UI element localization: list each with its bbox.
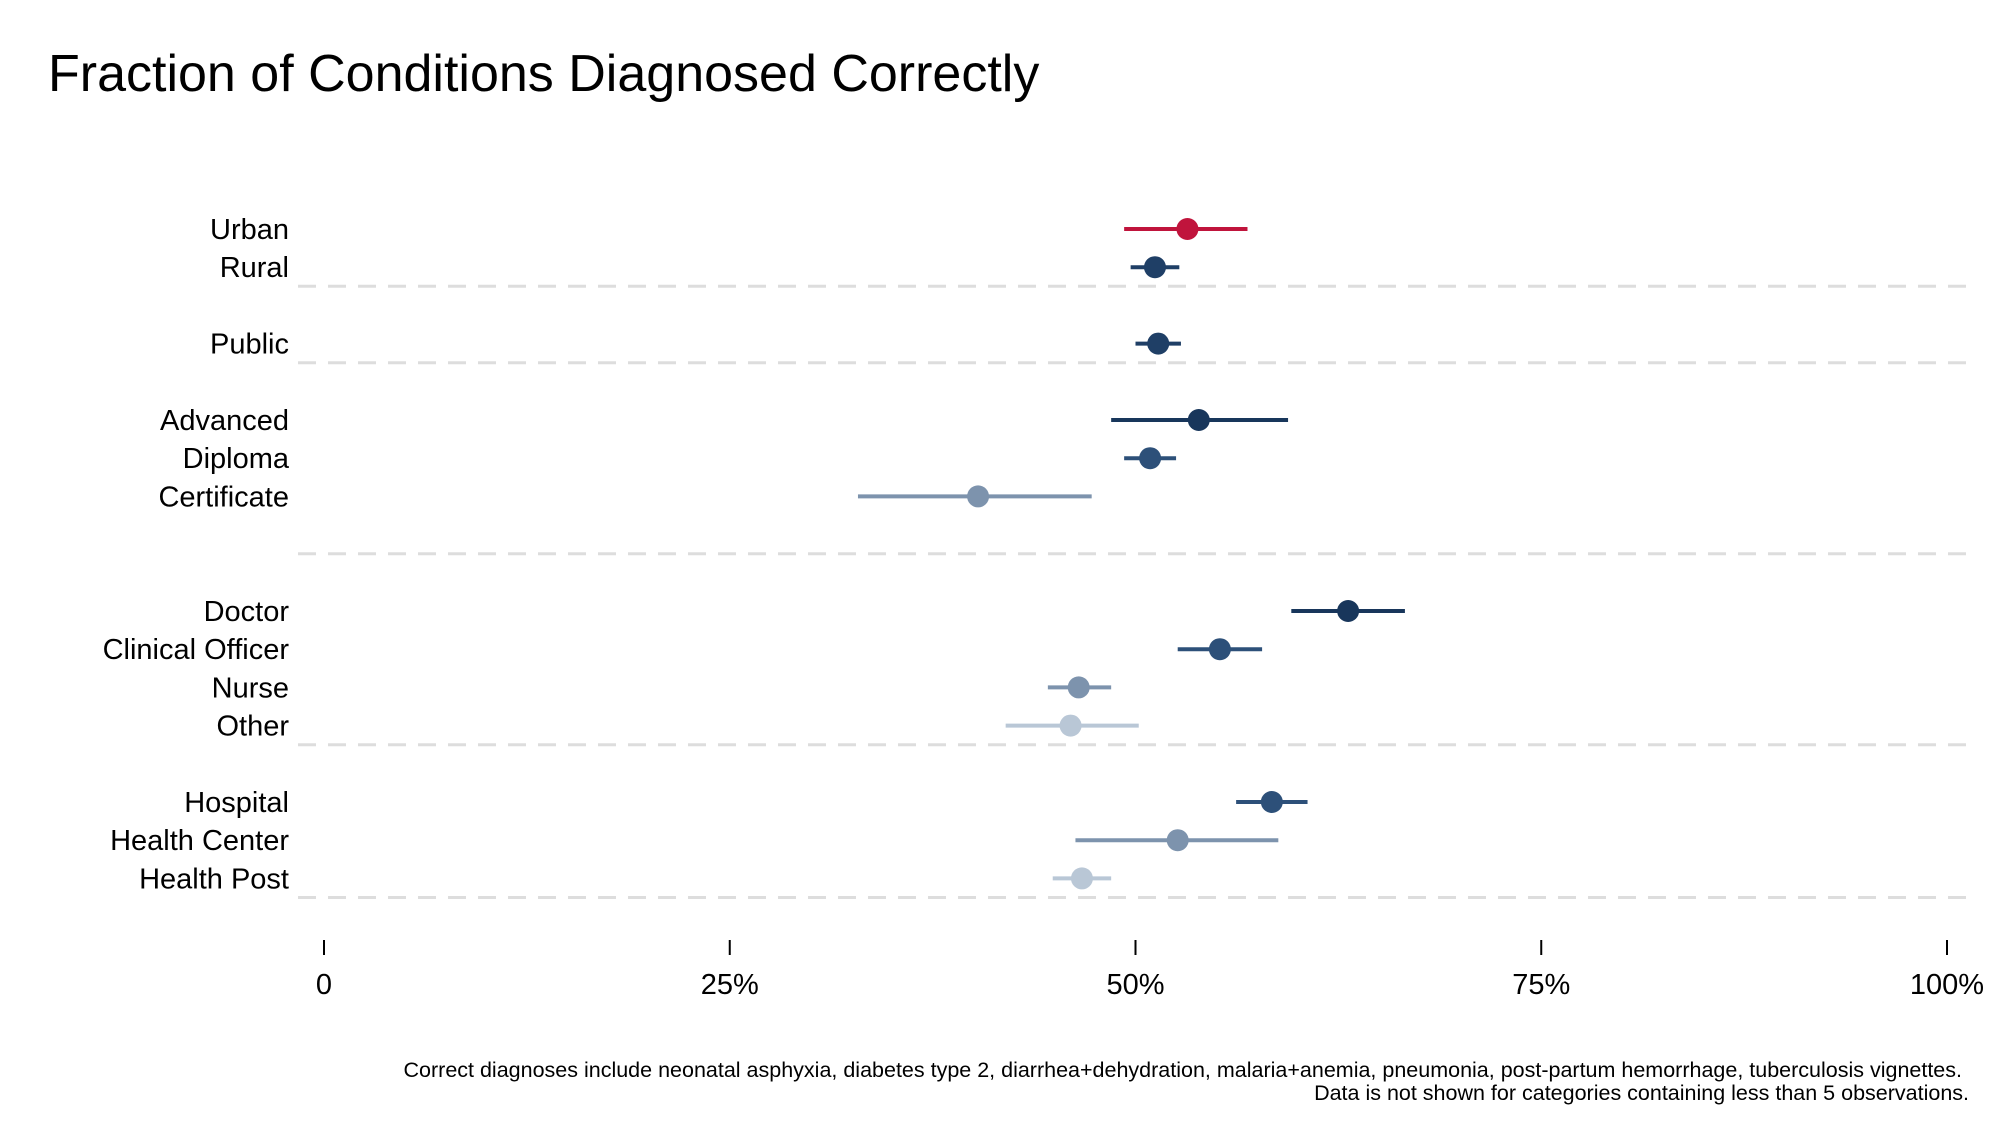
estimate-point — [1176, 218, 1199, 240]
estimate-point — [1208, 638, 1231, 661]
estimate-point — [1147, 332, 1170, 355]
category-label: Certificate — [158, 481, 289, 513]
x-tick-label: 75% — [1512, 969, 1570, 1001]
estimate-point — [1139, 447, 1162, 470]
chart-caption-conditions: Correct diagnoses include neonatal asphy… — [403, 1058, 1962, 1082]
estimate-point — [1067, 676, 1090, 699]
estimate-point — [1337, 600, 1360, 622]
category-label: Urban — [210, 214, 289, 246]
category-label: Doctor — [204, 596, 290, 628]
estimate-point — [967, 485, 990, 508]
chart-title: Fraction of Conditions Diagnosed Correct… — [48, 45, 1040, 103]
category-label: Diploma — [183, 443, 290, 475]
category-label: Other — [216, 711, 289, 743]
category-label: Clinical Officer — [103, 634, 290, 666]
category-label: Public — [210, 329, 289, 361]
category-label: Hospital — [184, 787, 289, 819]
chart-caption-observations: Data is not shown for categories contain… — [1314, 1081, 1969, 1105]
category-label: Nurse — [212, 672, 289, 704]
category-label: Health Center — [110, 825, 289, 857]
x-tick-label: 50% — [1106, 969, 1164, 1001]
estimate-point — [1166, 829, 1189, 852]
x-tick-label: 25% — [701, 969, 759, 1001]
x-tick-label: 0 — [316, 969, 332, 1001]
x-tick-label: 100% — [1910, 969, 1984, 1001]
estimate-point — [1070, 867, 1093, 890]
estimate-point — [1059, 714, 1082, 737]
estimate-point — [1187, 409, 1210, 431]
category-label: Advanced — [160, 405, 289, 437]
category-label: Rural — [220, 252, 289, 284]
estimate-point — [1143, 256, 1166, 279]
category-label: Health Post — [139, 863, 289, 895]
estimate-point — [1260, 791, 1283, 813]
